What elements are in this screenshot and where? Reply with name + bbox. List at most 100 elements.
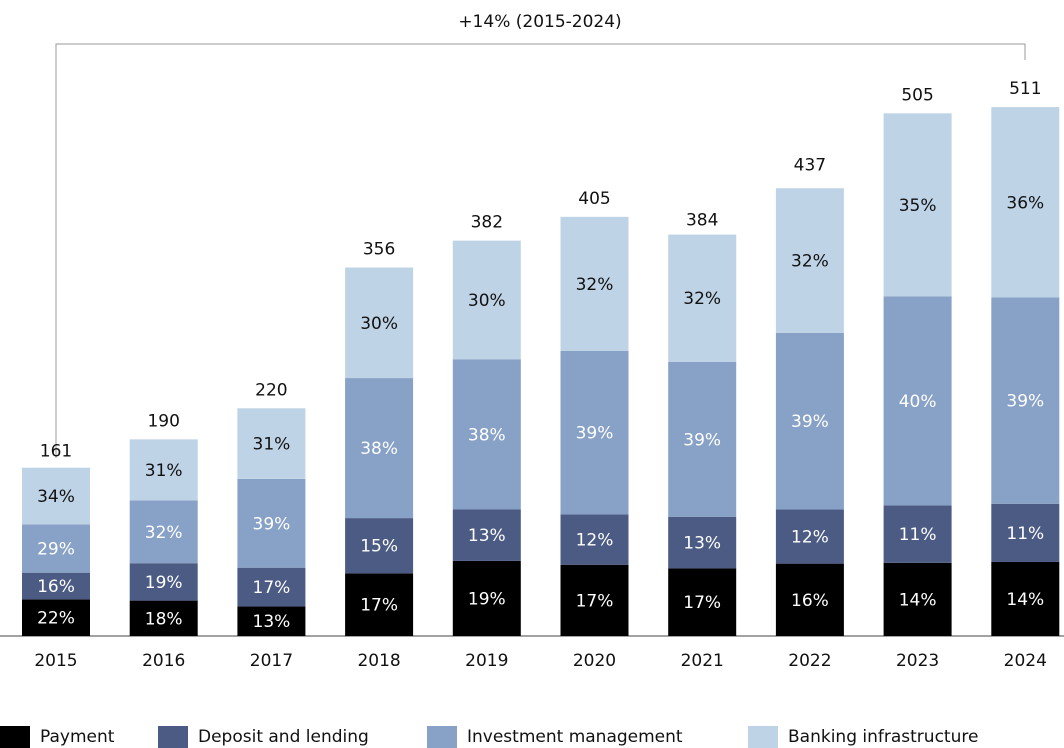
bar-segment <box>129 563 198 601</box>
segment-label: 12% <box>576 531 614 551</box>
bar-segment <box>129 600 198 636</box>
x-tick-label: 2022 <box>788 651 831 671</box>
segment-label: 36% <box>1006 193 1044 213</box>
bar-segment <box>452 359 521 510</box>
segment-label: 39% <box>576 424 614 444</box>
bar-segment <box>345 267 414 379</box>
segment-label: 15% <box>360 537 398 557</box>
segment-label: 16% <box>37 577 75 597</box>
x-tick-label: 2016 <box>142 651 185 671</box>
bar-segment <box>22 572 90 600</box>
bar-segment <box>991 561 1060 636</box>
legend-swatch <box>748 726 778 748</box>
total-label: 220 <box>255 380 287 400</box>
total-label: 384 <box>686 211 718 231</box>
segment-label: 11% <box>899 525 937 545</box>
x-tick-label: 2020 <box>573 651 616 671</box>
bar-segment <box>22 524 90 573</box>
bar-segment <box>345 573 414 636</box>
bar-segment <box>883 296 952 506</box>
bar-segment <box>991 107 1060 298</box>
x-tick-label: 2018 <box>357 651 400 671</box>
bar-segment <box>237 567 306 607</box>
total-label: 405 <box>578 189 610 209</box>
bar-segment <box>668 568 737 636</box>
bar-segment <box>129 500 198 564</box>
bar-segment <box>775 563 844 636</box>
segment-label: 17% <box>683 593 721 613</box>
x-tick-label: 2021 <box>681 651 724 671</box>
annotation: +14% (2015-2024) <box>458 12 621 32</box>
legend-label: Investment management <box>467 727 683 747</box>
segment-label: 39% <box>791 412 829 432</box>
segment-label: 12% <box>791 527 829 547</box>
bar-segment <box>345 518 414 574</box>
segment-label: 39% <box>683 430 721 450</box>
segment-label: 17% <box>360 596 398 616</box>
bar-segment <box>452 560 521 636</box>
segment-label: 22% <box>37 609 75 629</box>
total-label: 161 <box>40 441 72 461</box>
segment-label: 29% <box>37 540 75 560</box>
bar-segment <box>237 606 306 636</box>
bar-segment <box>560 564 629 636</box>
total-label: 190 <box>147 411 179 431</box>
segment-label: 13% <box>468 526 506 546</box>
segment-label: 11% <box>1006 524 1044 544</box>
segment-label: 16% <box>791 591 829 611</box>
total-label: 437 <box>794 156 826 176</box>
bar-segment <box>560 514 629 565</box>
bar-segment <box>991 297 1060 504</box>
annotation-bracket <box>55 43 1026 458</box>
total-label: 511 <box>1009 79 1041 99</box>
segment-label: 30% <box>360 314 398 334</box>
segment-label: 31% <box>145 461 183 481</box>
segment-label: 13% <box>683 534 721 554</box>
legend-swatch <box>427 726 457 748</box>
bar-segment <box>560 216 629 351</box>
bar-segment <box>668 234 737 362</box>
segment-label: 19% <box>468 589 506 609</box>
total-label: 382 <box>471 213 503 233</box>
legend-label: Payment <box>40 727 115 747</box>
bar-segment <box>237 408 306 479</box>
bar-segment <box>883 505 952 563</box>
bar-segment <box>345 378 414 519</box>
legend-swatch <box>158 726 188 748</box>
legend-label: Deposit and lending <box>198 727 369 747</box>
bar-segment <box>129 439 198 501</box>
segment-label: 17% <box>253 578 291 598</box>
bar-segment <box>560 350 629 515</box>
segment-label: 14% <box>899 590 937 610</box>
segment-label: 17% <box>576 591 614 611</box>
segment-label: 39% <box>253 514 291 534</box>
bar-segment <box>237 478 306 568</box>
bar-segment <box>883 562 952 636</box>
bar-segment <box>22 599 90 636</box>
x-tick-label: 2015 <box>34 651 77 671</box>
x-tick-label: 2024 <box>1004 651 1047 671</box>
segment-label: 38% <box>468 425 506 445</box>
bar-segment <box>452 240 521 360</box>
segment-label: 19% <box>145 573 183 593</box>
x-tick-label: 2017 <box>250 651 293 671</box>
segment-label: 32% <box>576 275 614 295</box>
bar-segment <box>668 361 737 517</box>
bar-segment <box>775 332 844 510</box>
segment-label: 32% <box>791 252 829 272</box>
segment-label: 32% <box>145 523 183 543</box>
x-tick-label: 2023 <box>896 651 939 671</box>
segment-label: 34% <box>37 487 75 507</box>
segment-label: 18% <box>145 609 183 629</box>
bar-segment <box>991 503 1060 562</box>
segment-label: 14% <box>1006 590 1044 610</box>
total-label: 356 <box>363 240 395 260</box>
bar-segment <box>22 467 90 525</box>
bar-segment <box>775 188 844 333</box>
bar-segment <box>775 509 844 564</box>
segment-label: 30% <box>468 291 506 311</box>
bar-segment <box>883 113 952 297</box>
segment-label: 40% <box>899 392 937 412</box>
segment-label: 35% <box>899 196 937 216</box>
